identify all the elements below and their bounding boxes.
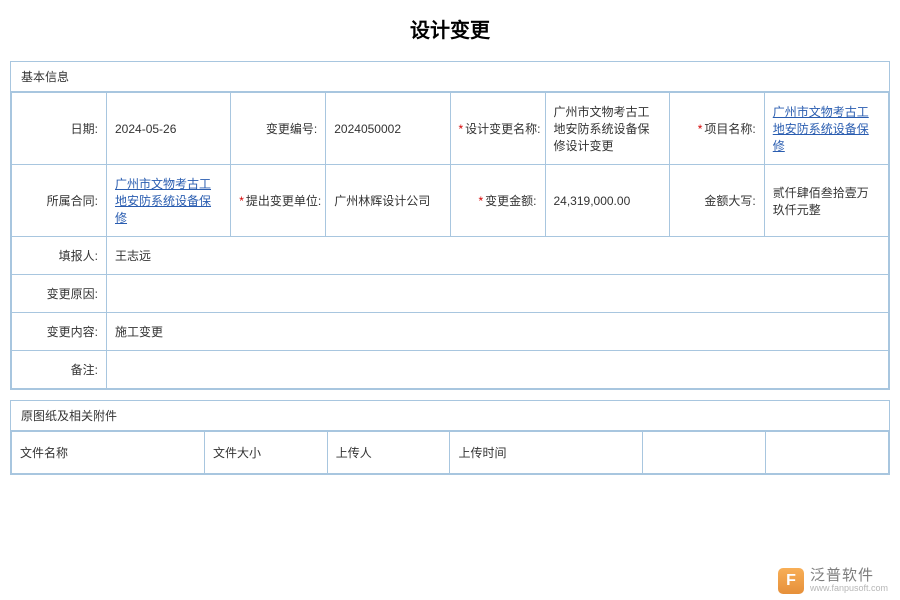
content-label: 变更内容: [12, 313, 107, 351]
contract-value: 广州市文物考古工地安防系统设备保修 [107, 165, 231, 237]
proposer-label-text: 提出变更单位: [246, 194, 321, 208]
table-row: 填报人: 王志远 [12, 237, 889, 275]
brand-url: www.fanpusoft.com [810, 584, 888, 594]
amountcaps-value: 贰仟肆佰叁拾壹万玖仟元整 [764, 165, 888, 237]
watermark: F 泛普软件 www.fanpusoft.com [778, 568, 888, 594]
col-empty2 [766, 432, 889, 474]
table-row: 备注: [12, 351, 889, 389]
changeno-value: 2024050002 [326, 93, 450, 165]
col-filesize: 文件大小 [204, 432, 327, 474]
table-row: 日期: 2024-05-26 变更编号: 2024050002 *设计变更名称:… [12, 93, 889, 165]
amount-value: 24,319,000.00 [545, 165, 669, 237]
table-row: 文件名称 文件大小 上传人 上传时间 [12, 432, 889, 474]
brand-text: 泛普软件 www.fanpusoft.com [810, 568, 888, 594]
basic-info-table: 日期: 2024-05-26 变更编号: 2024050002 *设计变更名称:… [11, 92, 889, 389]
contract-link[interactable]: 广州市文物考古工地安防系统设备保修 [115, 177, 211, 225]
proposer-label: *提出变更单位: [231, 165, 326, 237]
reason-label: 变更原因: [12, 275, 107, 313]
filler-label: 填报人: [12, 237, 107, 275]
attachment-section: 原图纸及相关附件 文件名称 文件大小 上传人 上传时间 [10, 400, 890, 475]
remark-value [107, 351, 889, 389]
basic-info-header: 基本信息 [11, 62, 889, 92]
projectname-label-text: 项目名称: [704, 122, 755, 136]
brand-name: 泛普软件 [810, 568, 888, 585]
table-row: 所属合同: 广州市文物考古工地安防系统设备保修 *提出变更单位: 广州林辉设计公… [12, 165, 889, 237]
amount-label: *变更金额: [450, 165, 545, 237]
page-title: 设计变更 [0, 0, 900, 61]
attachment-header: 原图纸及相关附件 [11, 401, 889, 431]
changename-label: *设计变更名称: [450, 93, 545, 165]
reason-value [107, 275, 889, 313]
filler-value: 王志远 [107, 237, 889, 275]
col-empty1 [643, 432, 766, 474]
attachment-table: 文件名称 文件大小 上传人 上传时间 [11, 431, 889, 474]
col-filename: 文件名称 [12, 432, 205, 474]
contract-label: 所属合同: [12, 165, 107, 237]
changeno-label: 变更编号: [231, 93, 326, 165]
table-row: 变更内容: 施工变更 [12, 313, 889, 351]
amountcaps-label: 金额大写: [669, 165, 764, 237]
content-value: 施工变更 [107, 313, 889, 351]
table-row: 变更原因: [12, 275, 889, 313]
date-label: 日期: [12, 93, 107, 165]
amount-label-text: 变更金额: [485, 194, 536, 208]
basic-info-section: 基本信息 日期: 2024-05-26 变更编号: 2024050002 *设计… [10, 61, 890, 390]
projectname-label: *项目名称: [669, 93, 764, 165]
remark-label: 备注: [12, 351, 107, 389]
changename-label-text: 设计变更名称: [465, 122, 540, 136]
changename-value: 广州市文物考古工地安防系统设备保修设计变更 [545, 93, 669, 165]
col-uploadtime: 上传时间 [450, 432, 643, 474]
projectname-link[interactable]: 广州市文物考古工地安防系统设备保修 [773, 105, 869, 153]
col-uploader: 上传人 [327, 432, 450, 474]
proposer-value: 广州林辉设计公司 [326, 165, 450, 237]
date-value: 2024-05-26 [107, 93, 231, 165]
projectname-value: 广州市文物考古工地安防系统设备保修 [764, 93, 888, 165]
brand-icon: F [778, 568, 804, 594]
